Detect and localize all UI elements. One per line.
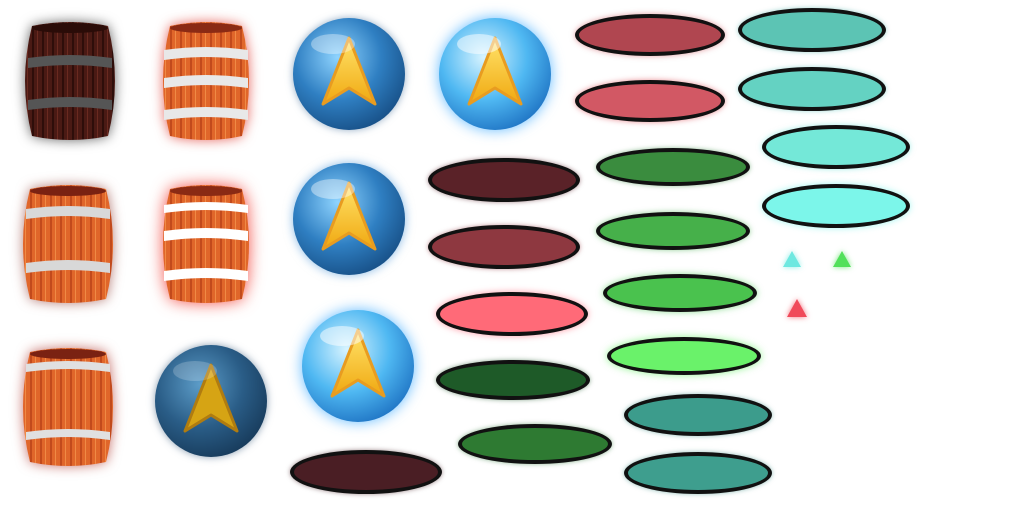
pill-teal: [738, 67, 886, 111]
barrel-red-glow: [160, 20, 252, 142]
barrel-icon: [163, 22, 249, 140]
barrel-normal: [20, 183, 116, 305]
barrel-icon: [25, 22, 115, 140]
arrow-orb-bright: [437, 16, 553, 132]
barrel-icon: [23, 348, 113, 466]
pill-green-light: [596, 212, 750, 250]
barrel-icon: [163, 185, 249, 303]
pill-green-light: [603, 274, 757, 312]
pill-maroon: [428, 225, 580, 269]
arrow-orb-icon: [439, 18, 551, 130]
pill-teal: [738, 8, 886, 52]
arrow-orb-icon: [293, 163, 405, 275]
triangle-cyan-icon: [782, 250, 802, 268]
pill-teal-dark: [624, 394, 772, 436]
arrow-orb-bright: [300, 308, 416, 424]
barrel-normal: [20, 346, 116, 468]
arrow-orb-icon: [155, 345, 267, 457]
pill-pink: [436, 292, 588, 336]
pill-green: [458, 424, 612, 464]
pill-teal-dark: [624, 452, 772, 494]
triangle-red-icon: [786, 298, 808, 318]
arrow-orb-normal: [291, 16, 407, 132]
barrel-bright: [160, 183, 252, 305]
barrel-icon: [23, 185, 113, 303]
pill-maroon-dark: [428, 158, 580, 202]
arrow-orb-normal: [291, 161, 407, 277]
pill-green-dark: [436, 360, 590, 400]
arrow-orb-icon: [293, 18, 405, 130]
pill-red: [575, 14, 725, 56]
barrel-dark: [22, 20, 118, 142]
pill-green-bright: [607, 337, 761, 375]
triangle-green-icon: [832, 250, 852, 268]
pill-aqua: [762, 125, 910, 169]
pill-maroon-dark: [290, 450, 442, 494]
pill-aqua: [762, 184, 910, 228]
pill-red: [575, 80, 725, 122]
arrow-orb-icon: [302, 310, 414, 422]
arrow-orb-dark: [153, 343, 269, 459]
pill-green: [596, 148, 750, 186]
